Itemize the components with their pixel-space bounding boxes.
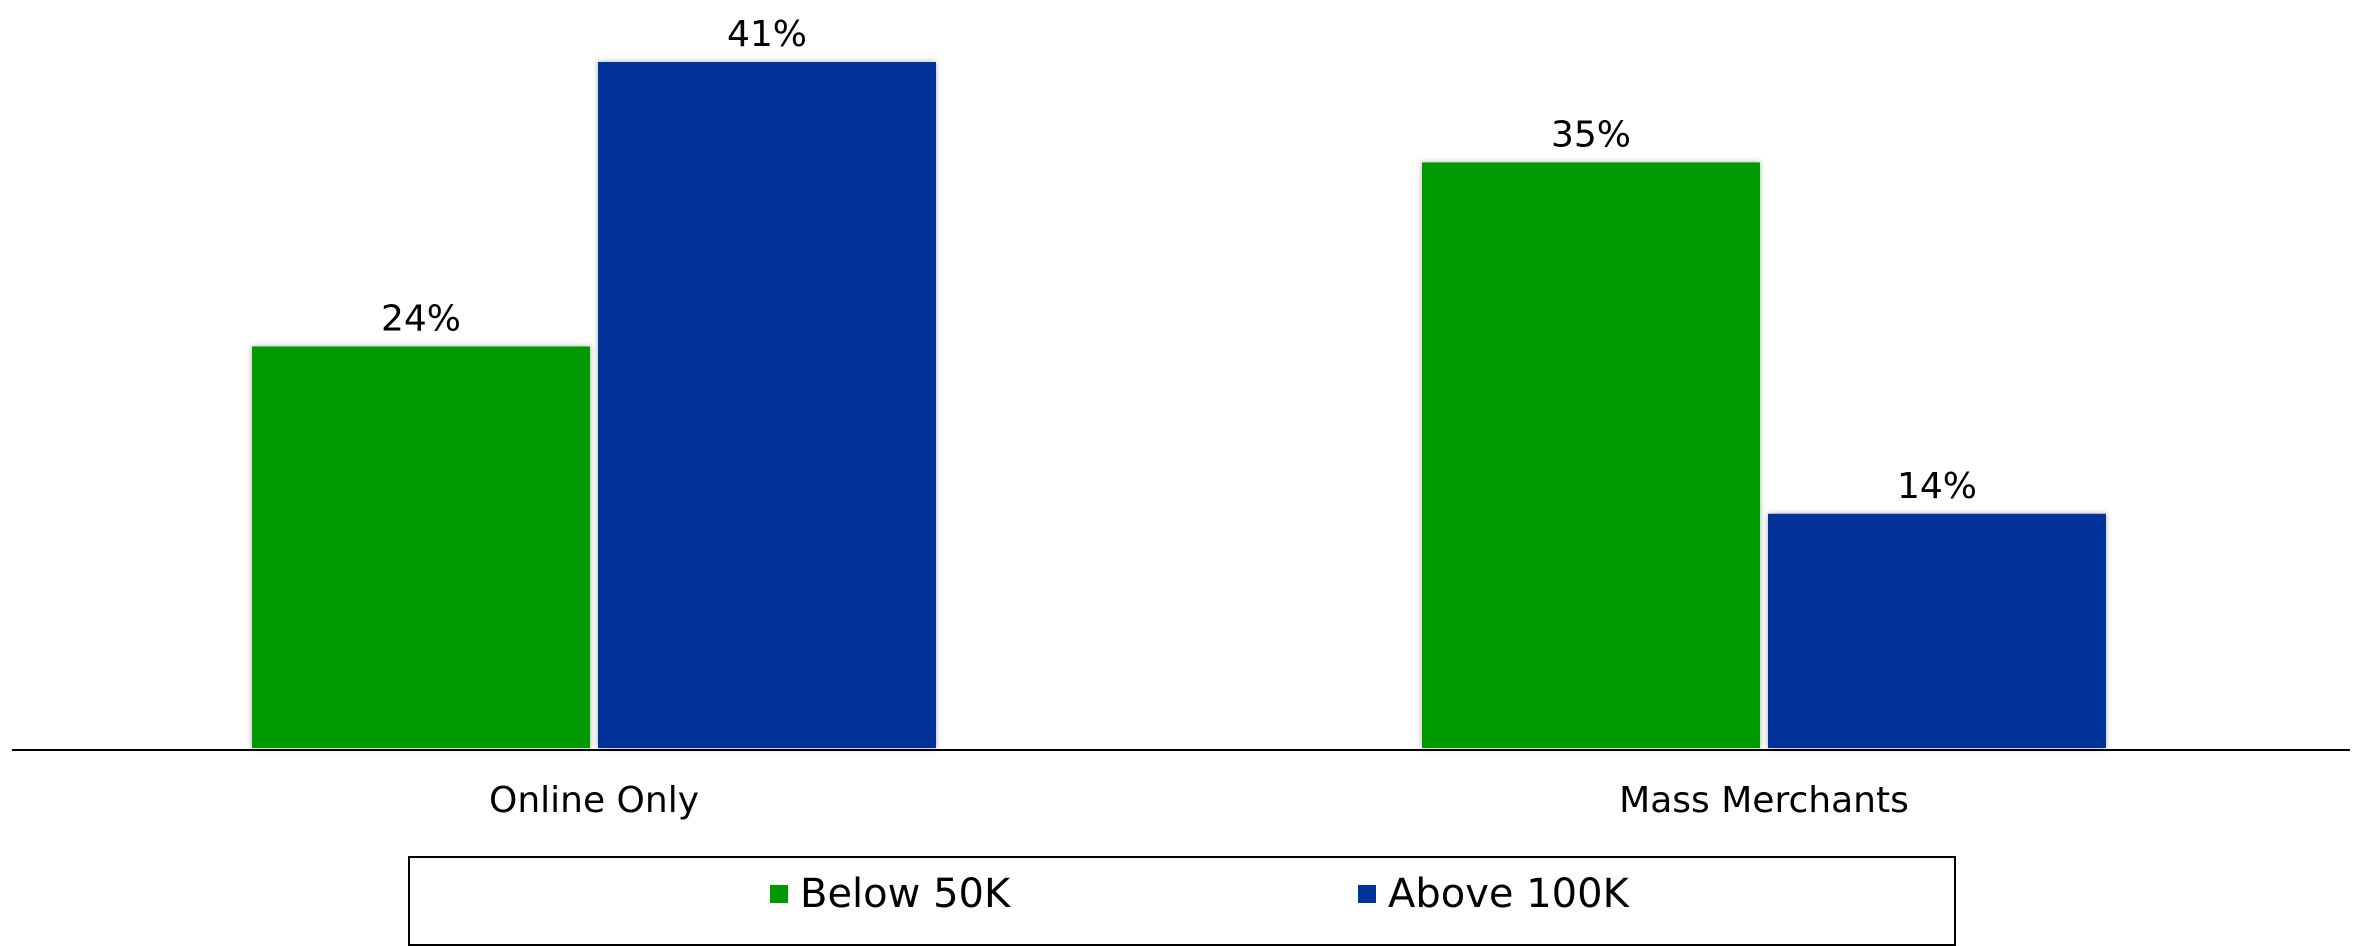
bar-2-1 — [598, 62, 936, 748]
legend-label-series-2: Above 100K — [1388, 871, 1629, 917]
legend-swatch-series-1 — [770, 885, 788, 903]
bar-1-2 — [1422, 162, 1760, 748]
x-tick-label-1: Online Only — [489, 780, 699, 821]
legend-item-series-1: Below 50K — [770, 874, 1010, 914]
data-label-2-2: 14% — [1897, 466, 1977, 507]
legend: Below 50K Above 100K — [408, 856, 1956, 946]
data-label-2-1: 41% — [727, 14, 807, 55]
x-tick-label-2: Mass Merchants — [1619, 780, 1909, 821]
data-label-1-1: 24% — [381, 298, 461, 339]
bar-chart: 24% 41% Online Only 35% 14% Mass Merchants — [12, 14, 2350, 821]
legend-item-series-2: Above 100K — [1358, 874, 1629, 914]
legend-swatch-series-2 — [1358, 885, 1376, 903]
bar-2-2 — [1768, 513, 2106, 748]
data-label-1-2: 35% — [1551, 114, 1631, 155]
legend-label-series-1: Below 50K — [800, 871, 1011, 917]
bar-1-1 — [252, 346, 590, 748]
